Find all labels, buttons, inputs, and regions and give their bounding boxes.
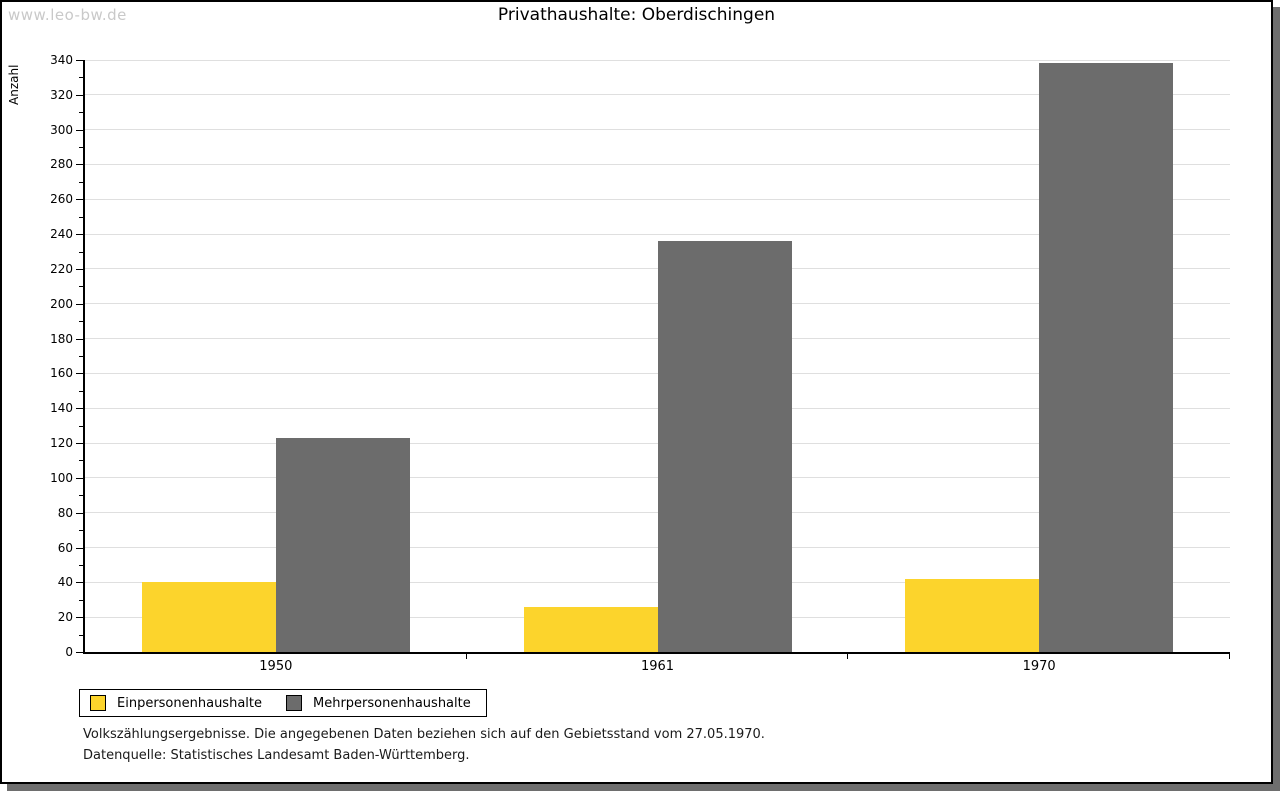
x-axis-label: 1950 — [259, 659, 293, 674]
bar-mehrpersonenhaushalte-1970 — [1039, 63, 1174, 652]
y-axis-tick — [76, 547, 83, 549]
y-axis-tick — [76, 199, 83, 201]
y-axis-tick-label: 220 — [50, 261, 73, 276]
legend-label: Mehrpersonenhaushalte — [313, 695, 471, 711]
gridline — [85, 233, 1230, 235]
y-axis-tick-label: 160 — [50, 366, 73, 381]
y-axis-tick-label: 40 — [57, 575, 73, 590]
y-axis-tick-label: 80 — [57, 505, 73, 520]
watermark: www.leo-bw.de — [8, 6, 127, 24]
y-axis-title: Anzahl — [7, 64, 21, 105]
y-axis-tick-label: 60 — [57, 540, 73, 555]
y-axis-tick-label: 260 — [50, 192, 73, 207]
footnote-data-source: Datenquelle: Statistisches Landesamt Bad… — [83, 748, 470, 763]
y-axis-tick — [79, 112, 83, 114]
y-axis-tick-label: 340 — [50, 53, 73, 67]
gridline — [85, 60, 1230, 61]
y-axis-tick — [79, 251, 83, 253]
y-axis-tick — [79, 321, 83, 323]
gridline — [85, 163, 1230, 165]
y-axis-tick-label: 300 — [50, 122, 73, 137]
y-axis-tick — [76, 652, 83, 653]
y-axis-tick — [76, 60, 83, 61]
bar-mehrpersonenhaushalte-1950 — [275, 437, 410, 652]
y-axis-tick — [76, 234, 83, 236]
y-axis-tick — [79, 634, 83, 636]
legend-label: Einpersonenhaushalte — [117, 695, 262, 711]
x-axis-label: 1961 — [640, 659, 675, 674]
y-axis-tick — [76, 129, 83, 131]
gridline — [85, 129, 1230, 131]
legend-item: Einpersonenhaushalte — [90, 695, 262, 711]
y-axis-tick — [76, 512, 83, 514]
legend: Einpersonenhaushalte Mehrpersonenhaushalt… — [79, 689, 487, 717]
chart-title: Privathaushalte: Oberdischingen — [497, 5, 776, 25]
x-axis-tick — [465, 654, 467, 659]
y-axis-tick — [76, 164, 83, 166]
y-axis-tick-label: 20 — [57, 610, 73, 625]
legend-swatch — [90, 695, 106, 711]
y-axis-tick — [79, 286, 83, 288]
legend-swatch — [286, 695, 302, 711]
y-axis-tick — [76, 617, 83, 619]
x-axis-tick — [1229, 654, 1230, 659]
y-axis-tick — [79, 425, 83, 427]
y-axis-tick — [76, 303, 83, 305]
y-axis-tick-label: 320 — [50, 87, 73, 102]
y-axis-tick — [76, 268, 83, 270]
y-axis-tick-label: 100 — [50, 470, 73, 485]
y-axis-tick — [79, 181, 83, 183]
x-axis-tick — [847, 654, 849, 659]
plot-area: 0 20 40 60 80 100 120 140 160 180 200 220 240 260 280 3… — [50, 53, 1230, 674]
x-axis-label: 1970 — [1022, 659, 1056, 674]
gridline — [85, 198, 1230, 200]
y-axis-tick — [79, 216, 83, 218]
y-axis-tick-label: 0 — [65, 645, 73, 659]
y-axis-tick — [76, 477, 83, 479]
bar-einpersonenhaushalte-1970 — [905, 578, 1040, 652]
gridline — [85, 94, 1230, 96]
legend-item: Mehrpersonenhaushalte — [286, 695, 471, 711]
y-axis-tick — [79, 147, 83, 149]
y-axis-tick-label: 180 — [50, 331, 73, 346]
y-axis-tick — [76, 582, 83, 584]
bar-einpersonenhaushalte-1950 — [141, 582, 276, 652]
y-axis-tick — [79, 356, 83, 357]
y-axis-tick — [76, 443, 83, 445]
bar-einpersonenhaushalte-1961 — [523, 606, 658, 652]
y-axis-tick-label: 120 — [50, 436, 73, 451]
y-axis-tick — [79, 460, 83, 462]
y-axis-tick — [76, 94, 83, 96]
y-axis-tick — [79, 530, 83, 532]
y-axis-tick — [79, 564, 83, 566]
y-axis-tick — [76, 338, 83, 340]
y-axis-tick — [76, 373, 83, 375]
bar-mehrpersonenhaushalte-1961 — [657, 241, 792, 652]
y-axis-tick — [79, 495, 83, 497]
y-axis-tick — [79, 77, 83, 79]
y-axis-tick-label: 280 — [50, 157, 73, 172]
y-axis-tick-label: 140 — [50, 401, 73, 416]
y-axis-tick-label: 200 — [50, 296, 73, 311]
y-axis-tick — [79, 599, 83, 601]
y-axis-tick — [76, 408, 83, 410]
y-axis-tick-label: 240 — [50, 227, 73, 242]
footnote-source-note: Volkszählungsergebnisse. Die angegebenen… — [83, 727, 765, 742]
y-axis-tick — [79, 390, 83, 392]
